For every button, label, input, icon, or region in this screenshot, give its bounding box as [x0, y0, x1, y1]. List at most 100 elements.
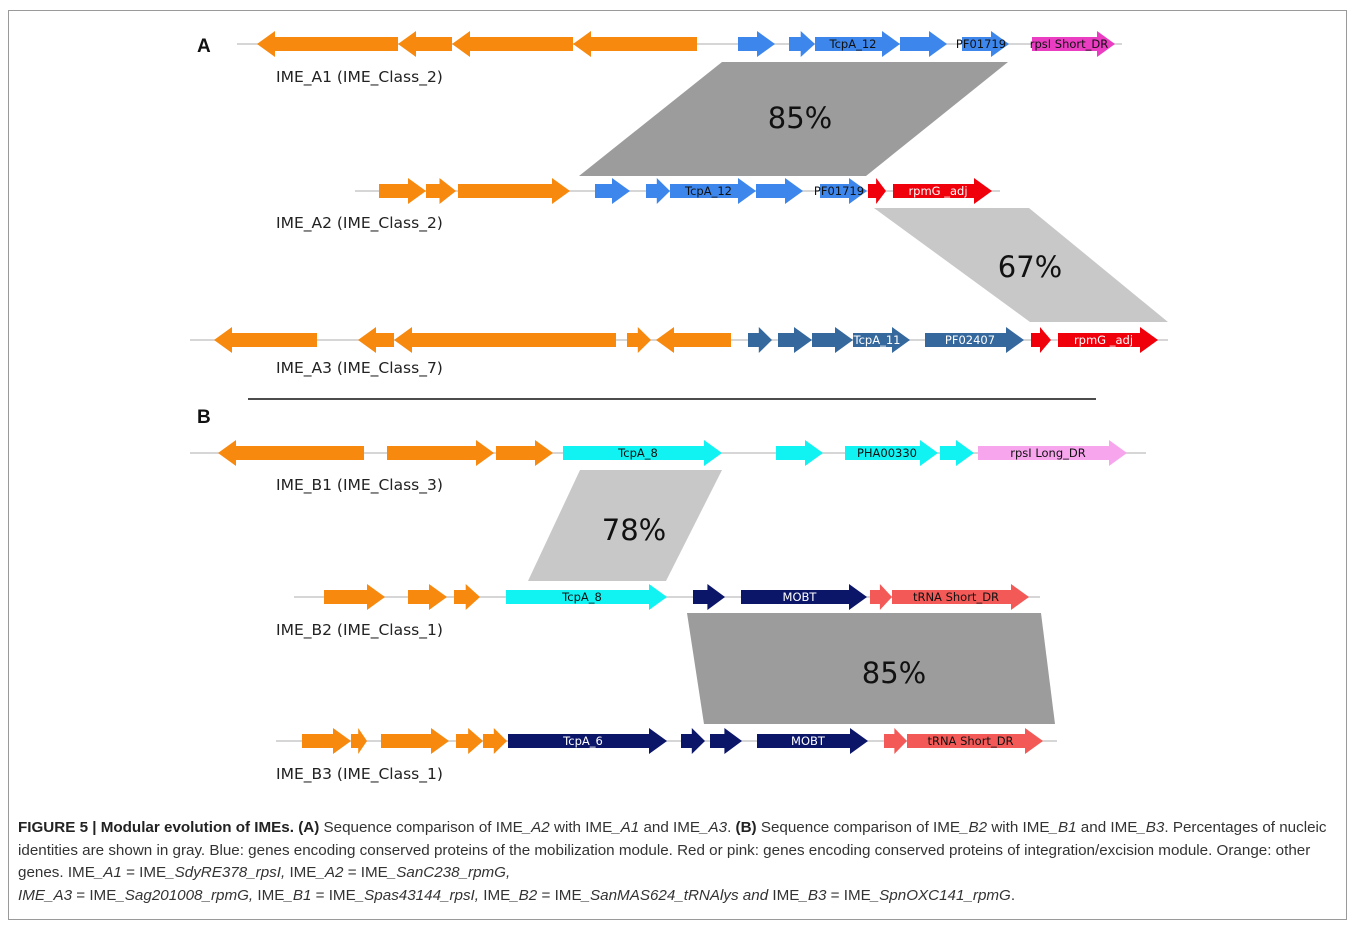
ime-row-label: IME_B3 (IME_Class_1) — [276, 765, 443, 784]
gene-arrow — [962, 31, 1009, 57]
gene-arrow — [925, 327, 1024, 353]
gene-label: TcpA_11 — [853, 333, 901, 347]
gene-arrow — [218, 440, 364, 466]
gene-arrow — [845, 440, 938, 466]
caption-text: IME — [479, 886, 511, 904]
gene-label: PF02407 — [945, 333, 995, 347]
identity-band — [687, 613, 1055, 724]
caption-text: = IME — [121, 864, 167, 881]
gene-label: TcpA_8 — [617, 446, 658, 460]
caption-ime-name: IME_A3 — [18, 886, 73, 904]
caption-text: IME — [253, 886, 285, 904]
caption-part-a: (A) — [298, 819, 320, 836]
gene-label: PF01719 — [956, 37, 1006, 51]
gene-arrow — [563, 440, 722, 466]
gene-arrow — [1031, 327, 1051, 353]
gene-arrow — [748, 327, 772, 353]
caption-text: IME — [285, 864, 317, 881]
gene-arrow — [595, 178, 630, 204]
gene-label: tRNA Short_DR — [913, 590, 999, 604]
gene-arrow — [454, 584, 480, 610]
gene-arrow — [710, 728, 742, 754]
caption-ime-name: _A1 — [94, 864, 122, 881]
gene-arrow — [789, 31, 815, 57]
gene-arrow — [324, 584, 385, 610]
gene-arrow — [627, 327, 651, 353]
caption-text: and IME — [1076, 819, 1138, 836]
ime-row-label: IME_A2 (IME_Class_2) — [276, 214, 443, 233]
gene-arrow — [757, 728, 868, 754]
identity-band — [528, 470, 722, 581]
gene-arrow — [379, 178, 426, 204]
gene-arrow — [496, 440, 553, 466]
identity-band — [579, 62, 1008, 176]
gene-arrow — [756, 178, 803, 204]
ime-row-label: IME_A1 (IME_Class_2) — [276, 68, 443, 87]
caption-ime-name: _SanMAS624_tRNAlys and — [581, 886, 769, 904]
gene-arrow — [358, 327, 394, 353]
caption-text: with IME — [549, 819, 613, 836]
gene-arrow — [483, 728, 507, 754]
gene-arrow — [776, 440, 823, 466]
caption-text: = IME — [343, 864, 388, 881]
gene-arrow — [670, 178, 756, 204]
figure-caption: FIGURE 5 | Modular evolution of IMEs. (A… — [18, 817, 1338, 907]
gene-arrow — [506, 584, 667, 610]
caption-ime-name: _B1 — [284, 886, 312, 904]
caption-text: = IME — [72, 886, 117, 904]
caption-ime-name: _B2 — [510, 886, 538, 904]
caption-ime-name: _A3 — [700, 819, 728, 836]
identity-percent: 85% — [862, 656, 926, 690]
gene-arrow — [893, 178, 992, 204]
caption-text: Sequence comparison of IME — [319, 819, 523, 836]
gene-arrow — [940, 440, 974, 466]
gene-arrow — [741, 584, 867, 610]
caption-ime-name: _B1 — [1049, 819, 1077, 836]
gene-arrow — [508, 728, 667, 754]
gene-arrow — [870, 584, 892, 610]
ime-row-label: IME_A3 (IME_Class_7) — [276, 359, 443, 378]
gene-arrow — [778, 327, 812, 353]
gene-arrow — [681, 728, 705, 754]
caption-ime-name: _B3 — [1137, 819, 1165, 836]
identity-band — [874, 208, 1168, 322]
panel-label-b: B — [197, 407, 211, 428]
identity-percent: 78% — [602, 513, 666, 547]
gene-arrow — [812, 327, 853, 353]
caption-ime-name: _A2 — [522, 819, 550, 836]
caption-text: = IME — [537, 886, 582, 904]
gene-arrow — [387, 440, 494, 466]
gene-arrow — [458, 178, 570, 204]
gene-label: TcpA_12 — [829, 37, 877, 51]
ime-row-label: IME_B1 (IME_Class_3) — [276, 476, 443, 495]
gene-arrow — [214, 327, 317, 353]
caption-ime-name: _B3 — [799, 886, 827, 904]
gene-arrow — [900, 31, 947, 57]
identity-percent: 67% — [998, 250, 1062, 284]
caption-ime-name: _SdyRE378_rpsI, — [166, 864, 286, 881]
gene-label: TcpA_6 — [562, 734, 603, 748]
caption-ime-name: _A2 — [316, 864, 344, 881]
gene-arrow — [693, 584, 725, 610]
caption-ime-name: _Sag201008_rpmG, — [116, 886, 254, 904]
gene-arrow — [257, 31, 398, 57]
caption-part-b: (B) — [735, 819, 757, 836]
gene-label: tRNA Short_DR — [927, 734, 1013, 748]
caption-text: = IME — [826, 886, 871, 904]
gene-label: rpsI Short_DR — [1030, 37, 1109, 51]
gene-arrow — [456, 728, 483, 754]
ime-row-label: IME_B2 (IME_Class_1) — [276, 621, 443, 640]
gene-label: rpmG _adj — [1074, 333, 1133, 347]
gene-arrow — [398, 31, 452, 57]
caption-text: . — [1010, 886, 1016, 904]
caption-figure-title: FIGURE 5 | Modular evolution of IMEs. — [18, 819, 294, 836]
gene-arrow — [381, 728, 449, 754]
gene-arrow — [1032, 31, 1115, 57]
gene-label: PF01719 — [814, 184, 864, 198]
gene-arrow — [978, 440, 1127, 466]
caption-text: and IME — [639, 819, 701, 836]
caption-ime-name: _B2 — [960, 819, 988, 836]
ime-comparison-diagram: 85% 67% 78% 85% TcpA_12 PF01719 rpsI Short_DR T… — [190, 31, 1168, 784]
gene-arrow — [573, 31, 697, 57]
gene-label: MOBT — [783, 590, 818, 604]
